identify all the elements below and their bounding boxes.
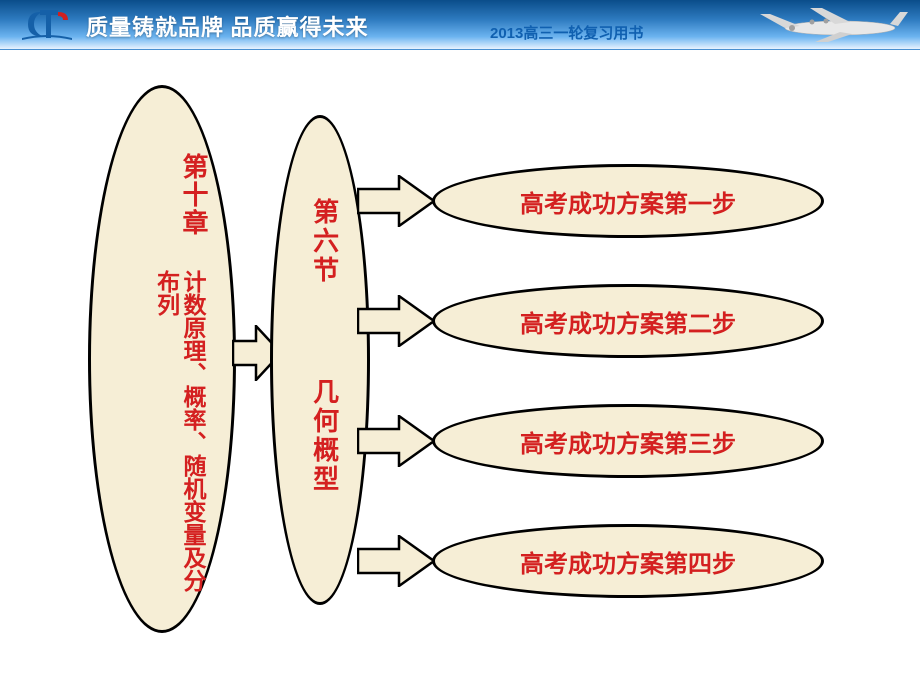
section-content: 几何概型 bbox=[309, 378, 338, 494]
flow-diagram: 第十章 计数原理、概率、随机变量及分布列 第六节 几何概型 高考成功方案第一步 … bbox=[0, 50, 920, 690]
section-title: 第六节 bbox=[309, 198, 338, 285]
arrow-step-2 bbox=[357, 295, 435, 347]
step-ellipse-4: 高考成功方案第四步 bbox=[432, 524, 824, 598]
step-ellipse-2: 高考成功方案第二步 bbox=[432, 284, 824, 358]
header-banner: 质量铸就品牌 品质赢得未来 2013高三一轮复习用书 bbox=[0, 0, 920, 50]
logo-icon bbox=[20, 6, 74, 42]
chapter-title: 第十章 bbox=[180, 153, 207, 237]
step-label-1: 高考成功方案第一步 bbox=[520, 184, 736, 219]
header-subtitle: 2013高三一轮复习用书 bbox=[490, 22, 643, 43]
step-label-2: 高考成功方案第二步 bbox=[520, 304, 736, 339]
arrow-step-4 bbox=[357, 535, 435, 587]
step-label-4: 高考成功方案第四步 bbox=[520, 544, 736, 579]
section-ellipse: 第六节 几何概型 bbox=[270, 115, 370, 605]
arrow-step-3 bbox=[357, 415, 435, 467]
chapter-content: 计数原理、概率、随机变量及分布列 bbox=[152, 270, 205, 600]
arrow-step-1 bbox=[357, 175, 435, 227]
step-ellipse-3: 高考成功方案第三步 bbox=[432, 404, 824, 478]
step-ellipse-1: 高考成功方案第一步 bbox=[432, 164, 824, 238]
header-slogan: 质量铸就品牌 品质赢得未来 bbox=[86, 10, 369, 42]
step-label-3: 高考成功方案第三步 bbox=[520, 424, 736, 459]
chapter-ellipse: 第十章 计数原理、概率、随机变量及分布列 bbox=[88, 85, 236, 633]
airplane-icon bbox=[740, 4, 910, 44]
